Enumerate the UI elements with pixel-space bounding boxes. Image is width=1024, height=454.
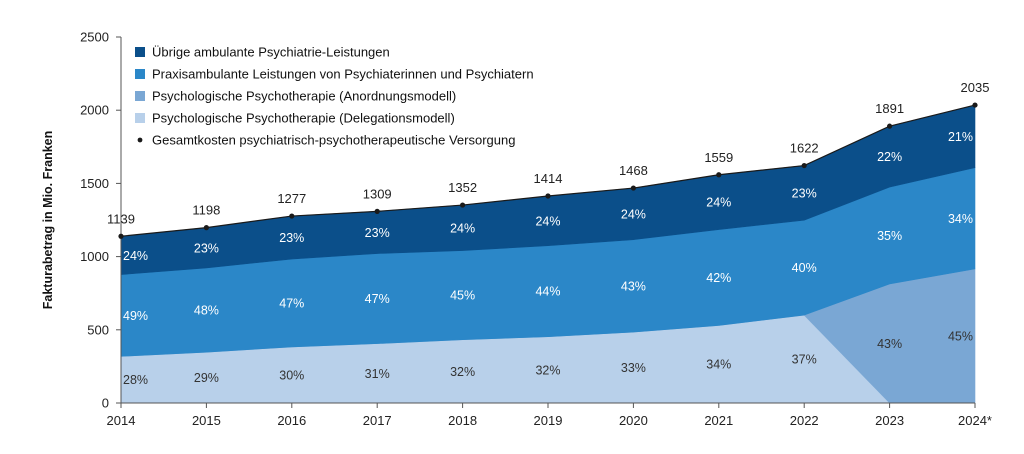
total-value-label: 1414: [534, 171, 563, 186]
pct-label-uebrige: 24%: [535, 214, 560, 228]
pct-label-delegation: 28%: [123, 373, 148, 387]
pct-label-uebrige: 24%: [706, 196, 731, 210]
pct-label-uebrige: 23%: [792, 186, 817, 200]
pct-label-anordnung: 43%: [877, 337, 902, 351]
percentage-labels: 28% 29% 30% 31% 32% 32% 33% 34% 37% 43% 45% 49% 48% 4…: [123, 130, 973, 387]
y-tick-label: 1500: [80, 176, 109, 191]
pct-label-uebrige: 24%: [123, 249, 148, 263]
total-point: [630, 185, 637, 191]
pct-label-praxis: 48%: [194, 304, 219, 318]
total-point: [545, 193, 551, 199]
total-point: [203, 225, 209, 231]
total-value-label: 1622: [790, 141, 819, 156]
x-tick-label: 2024*: [958, 413, 992, 428]
total-point: [460, 202, 466, 208]
pct-label-uebrige: 22%: [877, 150, 902, 164]
pct-label-uebrige: 24%: [450, 221, 475, 235]
x-tick-label: 2022: [790, 413, 819, 428]
total-point: [716, 172, 722, 178]
pct-label-praxis: 45%: [450, 289, 475, 303]
pct-label-uebrige: 21%: [948, 130, 973, 144]
total-point: [972, 102, 978, 108]
x-tick-label: 2023: [875, 413, 904, 428]
legend-label-uebrige: Übrige ambulante Psychiatrie-Leistungen: [152, 45, 390, 60]
x-tick-label: 2020: [619, 413, 648, 428]
pct-label-delegation: 30%: [279, 368, 304, 382]
axes: 0 500 1000 1500 2000 2500 2014 2015 2016 2017 2018…: [80, 30, 992, 429]
y-tick-label: 1000: [80, 249, 109, 264]
pct-label-delegation: 34%: [706, 358, 731, 372]
pct-label-delegation: 37%: [792, 353, 817, 367]
pct-label-uebrige: 23%: [194, 241, 219, 255]
pct-label-praxis: 49%: [123, 309, 148, 323]
total-value-labels: 1139 1198 1277 1309 1352 1414 1468 1559 1622 1891…: [107, 80, 989, 226]
total-value-label: 1309: [363, 186, 392, 201]
x-tick-label: 2021: [704, 413, 733, 428]
legend-swatch-anordnung: [135, 91, 145, 101]
total-value-label: 1198: [192, 203, 220, 218]
pct-label-delegation: 32%: [450, 365, 475, 379]
x-tick-label: 2018: [448, 413, 477, 428]
total-value-label: 1468: [619, 163, 648, 178]
pct-label-praxis: 47%: [365, 292, 390, 306]
legend-swatch-total: [137, 137, 143, 143]
total-value-label: 1559: [704, 150, 733, 165]
y-tick-label: 0: [102, 396, 109, 411]
total-value-label: 1891: [875, 101, 904, 116]
pct-label-delegation: 29%: [194, 371, 219, 385]
y-tick-label: 500: [87, 322, 109, 337]
total-value-label: 1277: [277, 191, 306, 206]
total-point: [118, 233, 124, 239]
pct-label-anordnung: 45%: [948, 329, 973, 343]
pct-label-praxis: 47%: [279, 296, 304, 310]
pct-label-praxis: 42%: [706, 271, 731, 285]
pct-label-praxis: 44%: [535, 285, 560, 299]
x-tick-label: 2014: [107, 413, 136, 428]
legend-label-praxis: Praxisambulante Leistungen von Psychiate…: [152, 67, 534, 82]
x-tick-label: 2017: [363, 413, 392, 428]
x-tick-label: 2016: [277, 413, 306, 428]
total-value-label: 2035: [961, 80, 990, 95]
pct-label-praxis: 35%: [877, 229, 902, 243]
legend-swatch-uebrige: [135, 47, 145, 57]
total-cost-line: [118, 102, 978, 239]
pct-label-uebrige: 23%: [365, 226, 390, 240]
pct-label-delegation: 31%: [365, 367, 390, 381]
legend-label-anordnung: Psychologische Psychotherapie (Anordnung…: [152, 89, 456, 104]
x-tick-label: 2019: [534, 413, 563, 428]
total-point: [289, 213, 295, 219]
y-axis-label: Fakturabetrag in Mio. Franken: [41, 131, 55, 310]
pct-label-praxis: 40%: [792, 261, 817, 275]
pct-label-praxis: 34%: [948, 212, 973, 226]
y-tick-label: 2000: [80, 103, 109, 118]
total-point: [374, 208, 380, 214]
pct-label-delegation: 32%: [535, 363, 560, 377]
pct-label-uebrige: 24%: [621, 207, 646, 221]
total-point: [801, 162, 807, 169]
legend-swatch-praxis: [135, 69, 145, 79]
legend: Übrige ambulante Psychiatrie-Leistungen P…: [135, 45, 534, 148]
legend-label-total: Gesamtkosten psychiatrisch-psychotherape…: [152, 133, 515, 148]
y-tick-label: 2500: [80, 30, 109, 45]
total-value-label: 1139: [107, 211, 135, 226]
pct-label-praxis: 43%: [621, 279, 646, 293]
x-tick-label: 2015: [192, 413, 221, 428]
area-layers: [120, 104, 976, 404]
legend-swatch-delegation: [135, 113, 145, 123]
total-value-label: 1352: [448, 180, 477, 195]
pct-label-uebrige: 23%: [279, 231, 304, 245]
pct-label-delegation: 33%: [621, 361, 646, 375]
legend-label-delegation: Psychologische Psychotherapie (Delegatio…: [152, 111, 455, 126]
total-point: [887, 123, 893, 129]
